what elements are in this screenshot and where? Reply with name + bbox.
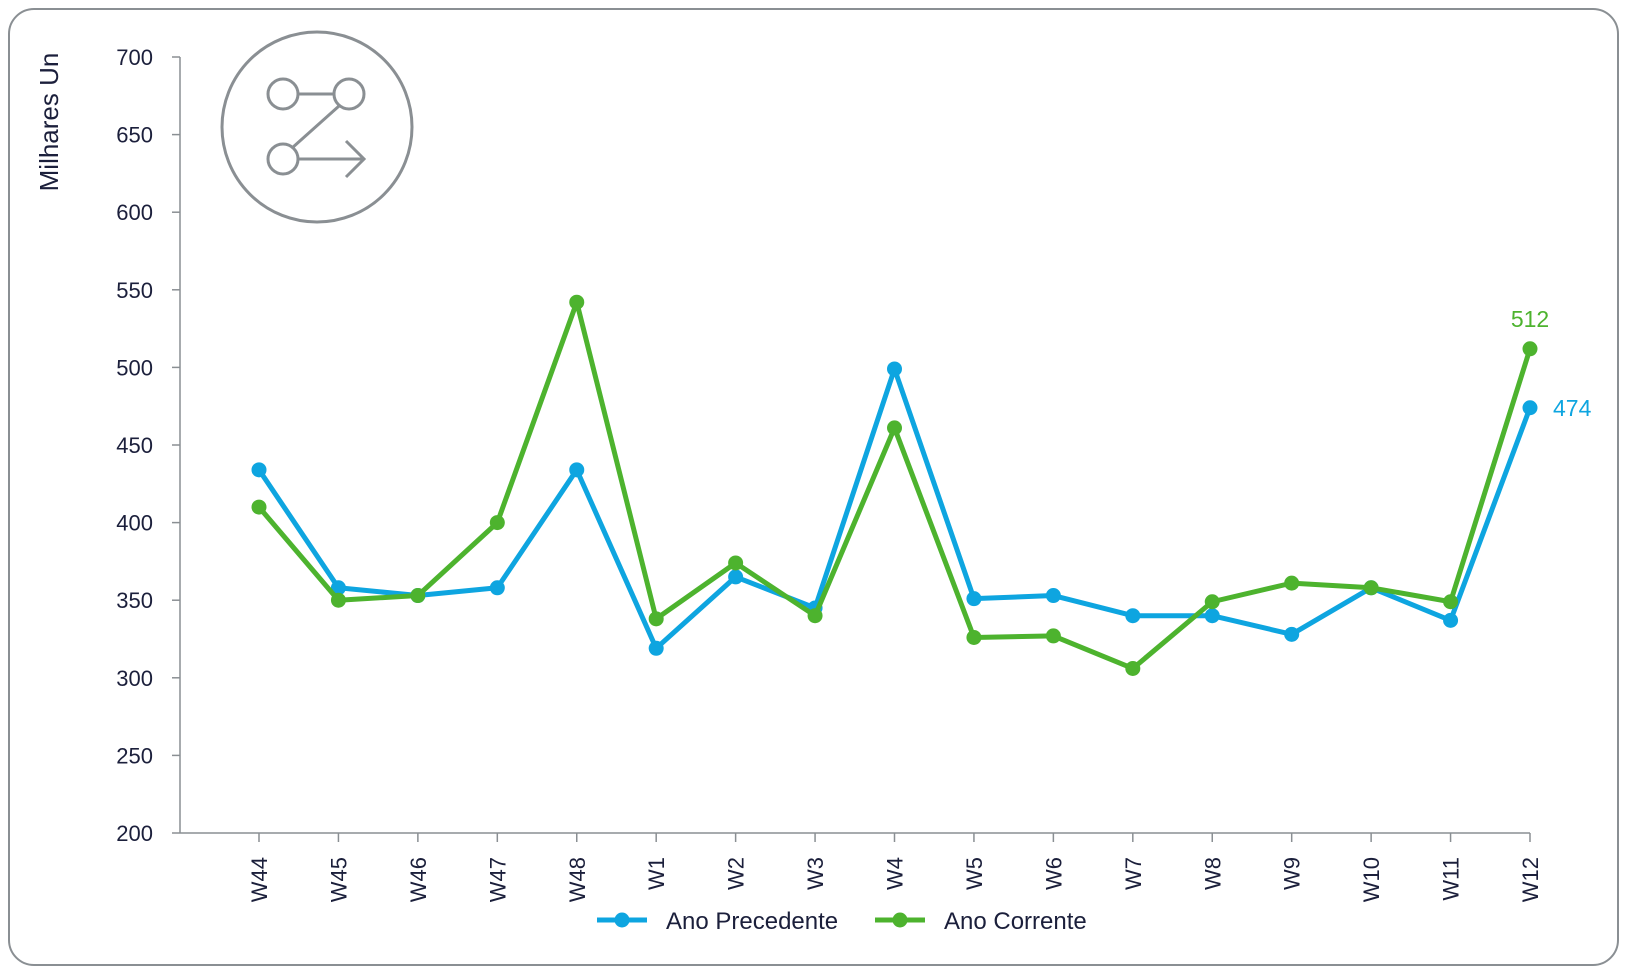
x-tick-label: W3 — [803, 857, 828, 890]
y-tick-label: 700 — [116, 45, 153, 70]
data-labels: 512 474 — [1511, 306, 1592, 421]
x-tick-label: W1 — [644, 857, 669, 890]
data-point — [330, 580, 346, 596]
data-point — [1443, 612, 1459, 628]
data-point — [489, 580, 505, 596]
x-tick-label: W48 — [565, 857, 590, 902]
data-point — [1204, 594, 1220, 610]
y-axis: 200 250 300 350 400 450 500 550 600 650 700 — [116, 45, 181, 846]
data-point — [1204, 608, 1220, 624]
x-tick-label: W5 — [962, 857, 987, 890]
x-tick-label: W9 — [1280, 857, 1305, 890]
x-tick-label: W6 — [1041, 857, 1066, 890]
data-point — [330, 592, 346, 608]
data-point — [569, 294, 585, 310]
y-tick-label: 550 — [116, 278, 153, 303]
workflow-branch-icon — [220, 30, 414, 224]
x-tick-label: W4 — [883, 857, 908, 890]
y-tick-label: 300 — [116, 666, 153, 691]
data-point — [966, 591, 982, 607]
data-point — [489, 515, 505, 531]
x-tick-label: W47 — [485, 857, 510, 902]
x-tick-label: W45 — [326, 857, 351, 902]
x-tick-label: W12 — [1518, 857, 1543, 902]
y-tick-label: 500 — [116, 355, 153, 380]
x-tick-label: W7 — [1121, 857, 1146, 890]
x-tick-label: W8 — [1200, 857, 1225, 890]
data-point — [1443, 594, 1459, 610]
data-point — [887, 361, 902, 377]
data-point — [648, 611, 664, 627]
data-point — [1284, 575, 1300, 591]
x-tick-label: W2 — [724, 857, 749, 890]
data-point — [887, 420, 902, 436]
data-point — [251, 499, 267, 515]
series-layer — [251, 294, 1538, 676]
legend-marker — [892, 912, 908, 928]
y-tick-label: 600 — [116, 200, 153, 225]
legend-label: Ano Precedente — [666, 908, 838, 935]
y-tick-label: 400 — [116, 511, 153, 536]
y-tick-label: 250 — [116, 743, 153, 768]
data-point — [1125, 660, 1141, 676]
y-tick-label: 200 — [116, 821, 153, 846]
data-point — [1363, 580, 1379, 596]
series-line — [257, 299, 1533, 671]
legend-item: Ano Precedente — [597, 908, 838, 935]
data-point — [807, 608, 823, 624]
data-point — [1125, 608, 1141, 624]
legend-label: Ano Corrente — [944, 908, 1087, 935]
series-0 — [251, 361, 1538, 656]
data-point — [1045, 588, 1061, 604]
legend-marker — [614, 912, 630, 928]
y-tick-label: 650 — [116, 123, 153, 148]
legend: Ano Precedente Ano Corrente — [597, 908, 1087, 935]
data-point — [648, 640, 664, 656]
data-point — [410, 588, 426, 604]
data-point — [569, 462, 585, 478]
data-point — [1522, 341, 1538, 357]
data-label: 512 — [1511, 306, 1549, 332]
series-1 — [251, 294, 1538, 676]
x-tick-label: W46 — [406, 857, 431, 902]
data-label: 474 — [1553, 395, 1592, 421]
data-point — [1284, 626, 1300, 642]
data-point — [728, 569, 744, 585]
data-point — [1522, 400, 1538, 416]
x-tick-label: W10 — [1359, 857, 1384, 902]
y-tick-label: 350 — [116, 588, 153, 613]
series-line — [256, 366, 1533, 651]
chart-frame — [8, 8, 1619, 966]
data-point — [251, 462, 267, 478]
legend-item: Ano Corrente — [875, 908, 1087, 935]
data-point — [1045, 628, 1061, 644]
y-tick-label: 450 — [116, 433, 153, 458]
x-axis: W44 W45 W46 W47 W48 W1 W2 W3 W4 W5 W6 W7 W8 W9 W10 W11 W… — [180, 832, 1543, 902]
y-axis-title: Milhares Un — [34, 53, 64, 192]
data-point — [966, 629, 982, 645]
x-tick-label: W11 — [1439, 857, 1464, 901]
data-point — [728, 555, 744, 571]
x-tick-label: W44 — [247, 857, 272, 902]
